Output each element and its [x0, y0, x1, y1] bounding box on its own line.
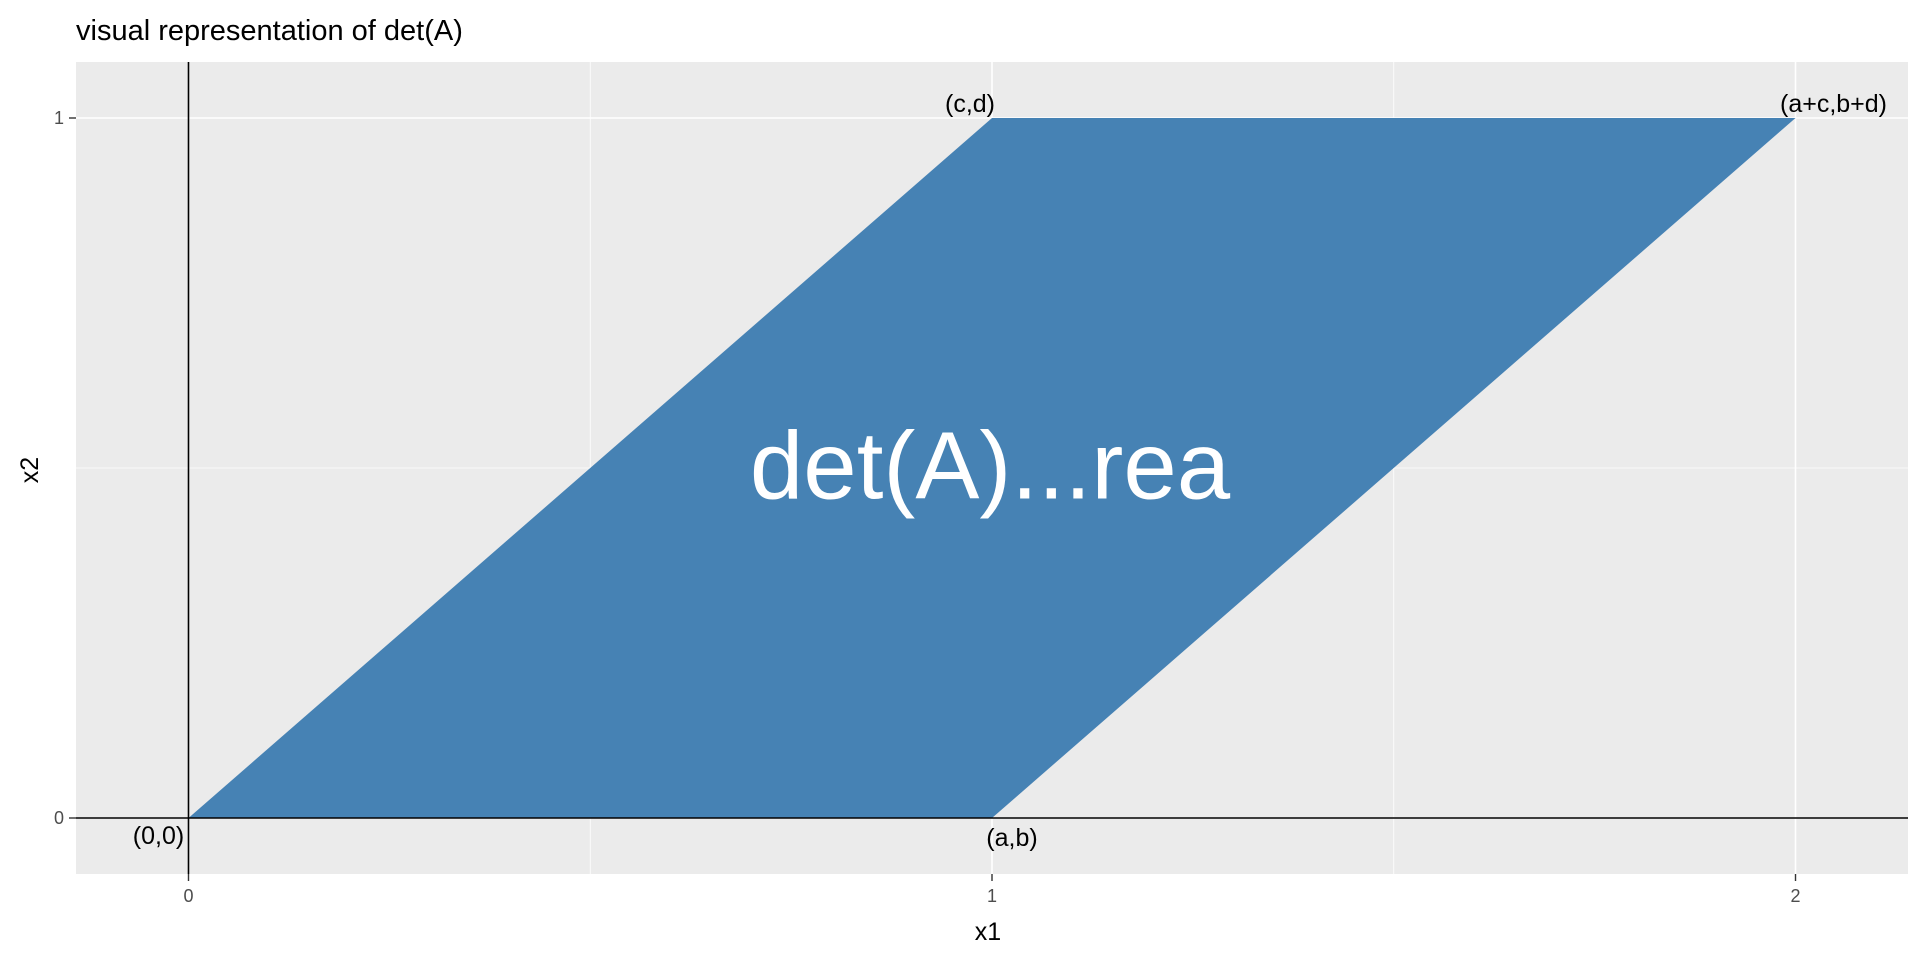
x-axis: 0 1 2: [183, 874, 1801, 906]
x-tick-label: 0: [183, 886, 193, 906]
axis-reference-lines: [76, 62, 1908, 874]
x-axis-title: x1: [975, 918, 1001, 946]
point-label: (a+c,b+d): [1780, 90, 1887, 118]
point-label: (0,0): [133, 822, 184, 850]
chart-title: visual representation of det(A): [76, 15, 463, 47]
y-tick-label: 0: [54, 808, 64, 828]
x-tick-label: 1: [987, 886, 997, 906]
point-label: (a,b): [986, 824, 1037, 852]
point-label: (c,d): [945, 90, 995, 118]
y-tick-label: 1: [54, 108, 64, 128]
center-label: det(A)...rea: [750, 413, 1231, 520]
x-tick-label: 2: [1791, 886, 1801, 906]
parallelogram: [188, 118, 1796, 818]
point-labels: (0,0) (a,b) (c,d) (a+c,b+d): [133, 90, 1887, 852]
y-axis: 01: [54, 108, 76, 828]
y-axis-title: x2: [16, 457, 44, 483]
